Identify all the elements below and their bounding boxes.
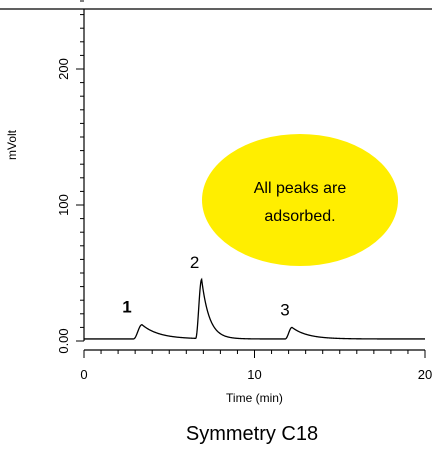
y-tick-label: 100 [56, 194, 71, 216]
y-tick-label: 0.00 [56, 328, 71, 353]
chromatogram-trace [84, 277, 425, 340]
x-axis: 0 10 20 [80, 349, 432, 382]
callout-line-1: All peaks are [254, 180, 347, 197]
y-axis-title: mVolt [5, 129, 19, 160]
x-tick-label: 20 [418, 367, 432, 382]
x-tick-label: 10 [247, 367, 261, 382]
peak-labels: 1 2 3 [122, 253, 290, 320]
peak-label-1: 1 [122, 298, 131, 317]
x-tick-label: 0 [80, 367, 87, 382]
x-axis-title: Time (min) [226, 391, 283, 405]
y-tick-label: 200 [56, 58, 71, 80]
chart-caption: Symmetry C18 [186, 423, 318, 445]
callout-ellipse [202, 134, 398, 266]
peak-label-3: 3 [280, 300, 289, 319]
y-axis: 0.00 100 200 [56, 0, 85, 354]
peak-label-2: 2 [190, 253, 199, 272]
callout-bubble: All peaks are adsorbed. [202, 134, 398, 266]
callout-line-2: adsorbed. [264, 208, 335, 225]
